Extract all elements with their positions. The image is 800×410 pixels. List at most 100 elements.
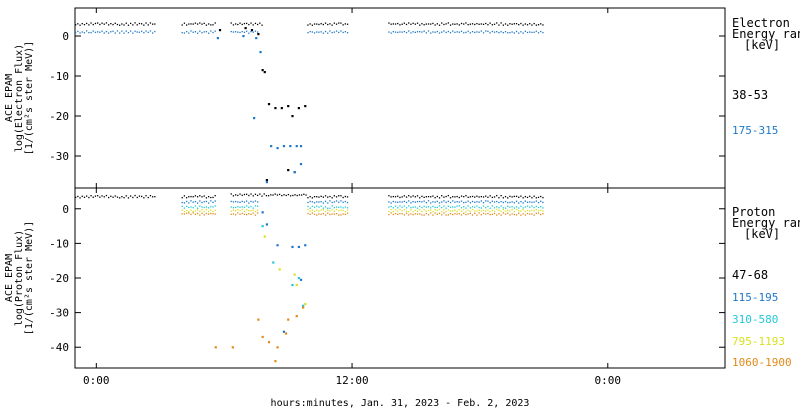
data-point	[458, 31, 460, 33]
data-point	[320, 195, 322, 197]
data-point	[416, 195, 419, 197]
data-point	[342, 201, 344, 203]
data-point	[152, 32, 154, 34]
data-point	[460, 195, 463, 197]
data-point	[399, 205, 401, 207]
data-point	[460, 210, 463, 212]
data-point	[190, 206, 192, 208]
data-point	[469, 32, 471, 34]
data-point	[463, 212, 465, 214]
data-point	[513, 202, 515, 204]
data-point	[421, 210, 423, 213]
data-point	[482, 32, 485, 34]
data-point	[513, 23, 515, 25]
data-point	[250, 213, 252, 215]
data-point	[493, 23, 496, 25]
data-point	[513, 210, 515, 213]
data-point	[487, 30, 489, 32]
data-point	[496, 206, 498, 208]
data-point	[333, 210, 335, 213]
data-point	[261, 24, 263, 26]
data-point	[190, 213, 192, 216]
data-point	[338, 201, 340, 203]
data-point	[529, 31, 531, 33]
proton-frame	[74, 187, 726, 369]
data-point	[511, 208, 513, 211]
data-point	[447, 30, 449, 33]
data-point	[401, 212, 403, 215]
data-point	[425, 210, 427, 212]
data-point	[261, 225, 264, 228]
data-point	[201, 196, 203, 198]
data-point	[103, 196, 105, 198]
data-point	[143, 24, 145, 26]
y-tick-label: 0	[62, 30, 69, 43]
data-point	[403, 22, 405, 24]
data-point	[152, 23, 154, 25]
data-point	[318, 210, 320, 212]
data-point	[397, 201, 399, 203]
data-point	[114, 22, 116, 24]
data-point	[242, 35, 245, 38]
data-point	[456, 23, 458, 25]
data-point	[487, 212, 489, 215]
data-point	[511, 213, 513, 215]
data-point	[500, 205, 502, 207]
data-point	[430, 209, 432, 211]
data-point	[145, 30, 147, 32]
data-point	[438, 24, 441, 26]
data-point	[401, 196, 403, 198]
data-point	[282, 330, 286, 333]
data-point	[423, 205, 425, 207]
data-point	[237, 212, 239, 214]
data-point	[487, 209, 489, 211]
data-point	[469, 207, 471, 209]
data-point	[141, 195, 143, 198]
data-point	[427, 23, 430, 25]
data-point	[443, 196, 445, 198]
data-point	[181, 213, 183, 215]
data-point	[491, 30, 493, 33]
data-point	[487, 200, 489, 202]
data-point	[441, 206, 443, 209]
data-point	[438, 205, 441, 207]
data-point	[335, 200, 338, 202]
data-point	[261, 195, 263, 197]
data-point	[214, 209, 216, 211]
data-point	[210, 209, 212, 211]
data-point	[327, 207, 329, 209]
data-point	[504, 195, 507, 198]
data-point	[309, 195, 311, 198]
legend-title-line: Electron	[732, 16, 790, 30]
data-point	[390, 23, 392, 25]
data-point	[194, 31, 197, 33]
data-point	[254, 193, 257, 195]
data-point	[390, 196, 392, 198]
data-point	[423, 209, 425, 211]
data-point	[421, 201, 423, 203]
data-point	[188, 202, 190, 204]
data-point	[403, 195, 405, 197]
data-point	[307, 24, 309, 26]
data-point	[201, 201, 203, 204]
data-point	[394, 31, 397, 33]
data-point	[232, 213, 235, 215]
data-point	[524, 195, 526, 198]
data-point	[463, 196, 465, 198]
data-point	[397, 207, 399, 209]
data-point	[265, 223, 269, 226]
data-point	[419, 209, 421, 211]
data-point	[338, 214, 340, 216]
data-point	[183, 202, 186, 204]
data-point	[416, 213, 419, 215]
data-point	[261, 69, 264, 72]
data-point	[405, 196, 408, 198]
data-point	[188, 32, 190, 34]
data-point	[491, 200, 493, 202]
data-point	[533, 201, 535, 203]
data-point	[445, 207, 447, 209]
data-point	[329, 23, 331, 25]
data-point	[344, 31, 346, 33]
data-point	[75, 196, 77, 199]
data-point	[132, 24, 134, 26]
